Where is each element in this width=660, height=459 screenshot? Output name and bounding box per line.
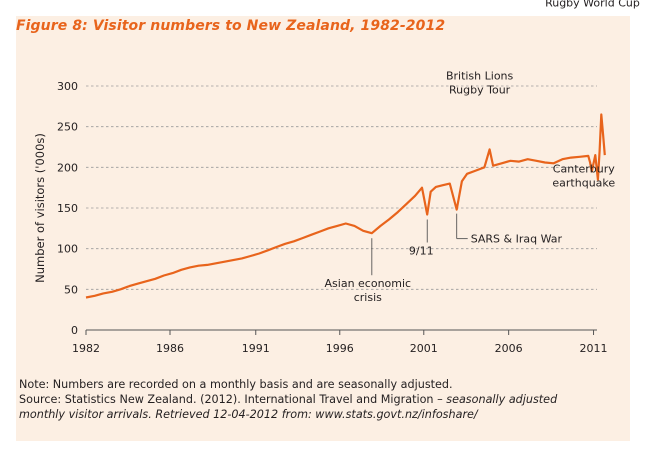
y-tick-label: 0 [71, 324, 78, 337]
x-tick-label: 1982 [72, 342, 100, 355]
y-tick-label: 300 [57, 80, 78, 93]
figure-title: Figure 8: Visitor numbers to New Zealand… [16, 18, 446, 34]
annotation-label: SARS & Iraq War [471, 233, 563, 246]
grid-lines [86, 85, 597, 331]
footer-note: Note: Numbers are recorded on a monthly … [19, 378, 453, 391]
series-line [85, 113, 606, 299]
annotation-label: Rugby World Cup [545, 0, 640, 9]
annotation-label: Canterbury earthquake [552, 162, 615, 189]
chart-footer: Note: Numbers are recorded on a monthly … [19, 377, 619, 422]
annotation-label: 9/11 [409, 245, 434, 258]
footer-source-italic-2: monthly visitor arrivals. Retrieved 12-0… [19, 408, 478, 421]
y-axis-label: Number of visitors ('000s) [33, 133, 47, 283]
series-layer [85, 113, 606, 299]
footer-source-plain: Source: Statistics New Zealand. (2012). … [19, 393, 443, 406]
y-tick-label: 100 [57, 243, 78, 256]
x-tick-labels: 1982 1986 1991 1996 2001 2006 2011 [72, 330, 608, 355]
y-tick-label: 200 [57, 161, 78, 174]
x-tick-label: 1991 [242, 342, 270, 355]
footer-source: Source: Statistics New Zealand. (2012). … [19, 392, 619, 407]
y-tick-label: 50 [64, 283, 78, 296]
annotations-layer: Rugby World Cup British Lions Rugby Tour Ca… [325, 0, 640, 304]
x-tick-label: 2001 [410, 342, 438, 355]
x-tick-label: 2011 [580, 342, 608, 355]
x-tick-label: 1996 [326, 342, 354, 355]
x-tick-label: 1986 [156, 342, 184, 355]
footer-source-italic-1: seasonally adjusted [446, 393, 558, 406]
x-tick-label: 2006 [495, 342, 523, 355]
annotation-label: British Lions Rugby Tour [446, 69, 514, 96]
y-tick-label: 150 [57, 202, 78, 215]
y-tick-label: 250 [57, 121, 78, 134]
figure-panel [16, 16, 630, 441]
annotation-label: Asian economic crisis [325, 277, 412, 304]
y-tick-labels: 0 50 100 150 200 250 300 [57, 80, 78, 337]
